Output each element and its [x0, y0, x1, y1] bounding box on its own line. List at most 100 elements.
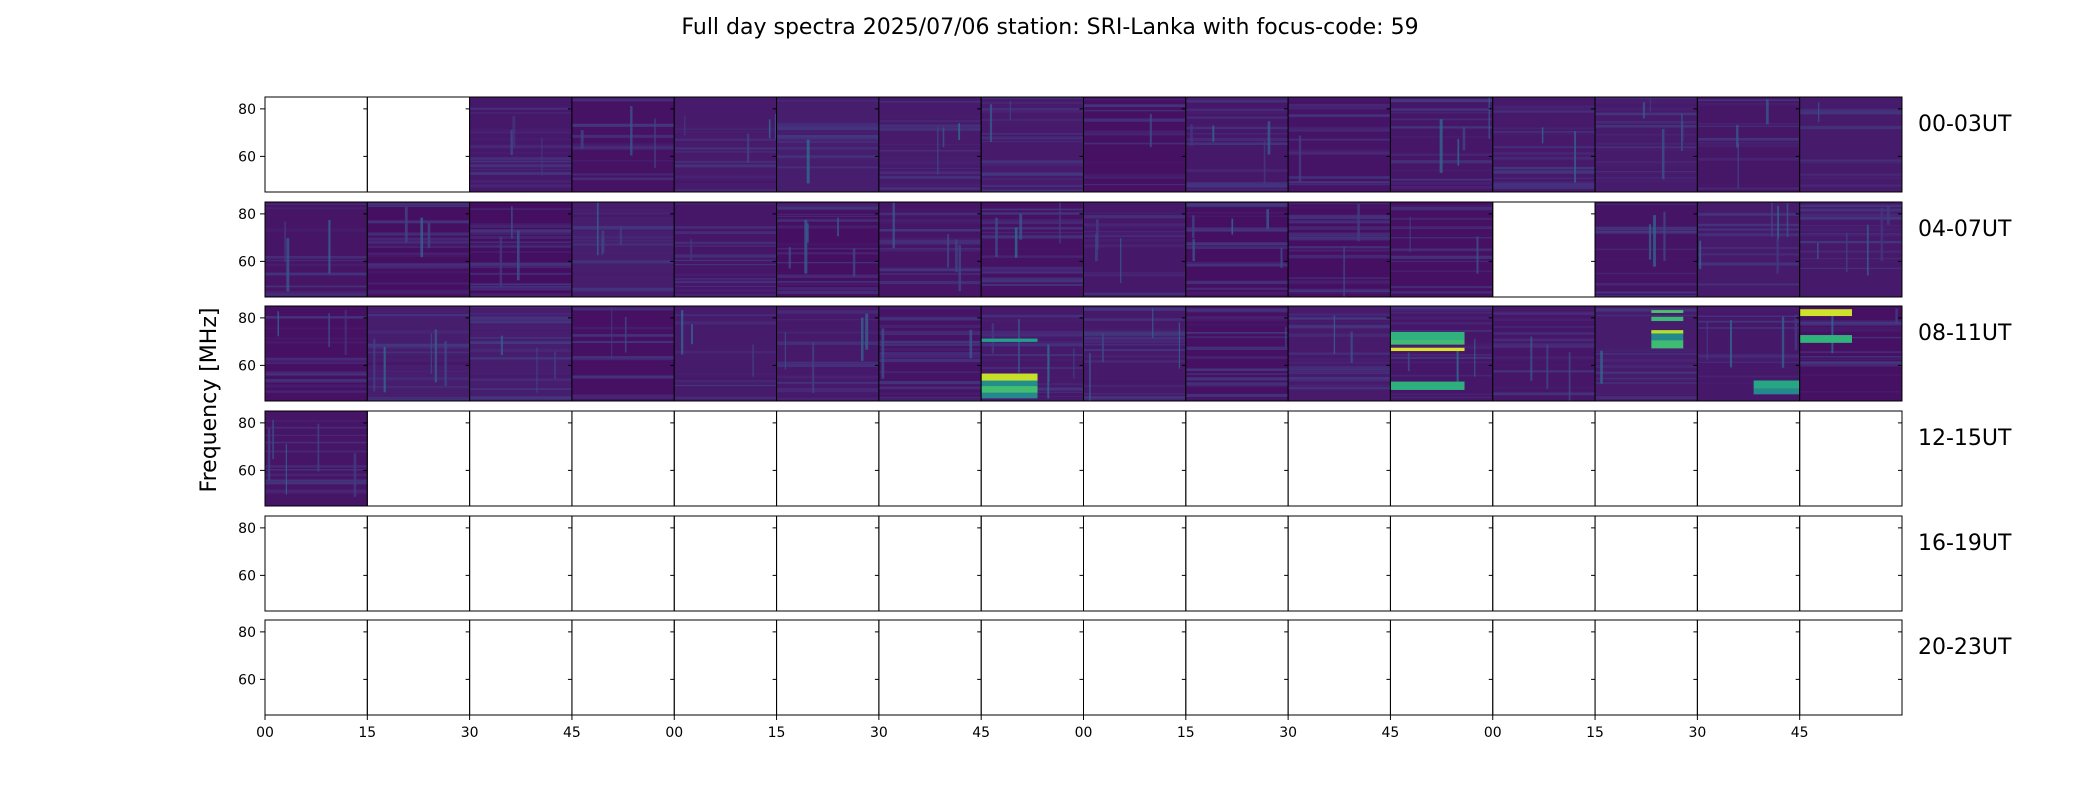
spectrum-panel	[1389, 619, 1494, 716]
spectrum-panel	[366, 410, 471, 507]
x-tick-label: 15	[768, 725, 786, 741]
row-20-23UT: 60 80 20-23UT	[238, 619, 2012, 716]
spectrum-panel	[673, 305, 778, 402]
spectrum-panel	[1185, 96, 1289, 193]
y-tick-label: 80	[238, 521, 256, 537]
spectrum-panel	[1389, 515, 1494, 612]
spectrum-panel	[1799, 515, 1903, 612]
row-16-19UT: 60 80 16-19UT	[238, 515, 2012, 612]
spectrum-panel	[1594, 305, 1698, 402]
row-12-15UT: 60 80 12-15UT	[238, 410, 2012, 507]
spectrum-panel	[776, 410, 880, 507]
spectrum-panel	[1594, 515, 1698, 612]
x-tick-label: 30	[1279, 725, 1297, 741]
spectrum-panel	[1594, 96, 1698, 193]
spectrum-panel	[673, 201, 778, 298]
spectrum-panel	[1083, 410, 1187, 507]
spectrum-panel	[776, 619, 880, 716]
spectrum-panel	[1492, 410, 1596, 507]
spectrum-panel	[1185, 410, 1289, 507]
x-tick-label: 15	[1586, 725, 1604, 741]
spectrum-panel	[673, 619, 778, 716]
spectrum-panel	[1799, 201, 1903, 298]
spectrum-panel	[878, 515, 982, 612]
spectrum-panel	[366, 201, 471, 298]
spectrum-panel	[878, 96, 982, 193]
spectrum-panel	[469, 619, 573, 716]
spectrum-panel	[1287, 515, 1391, 612]
x-tick-label: 45	[1791, 725, 1809, 741]
spectrum-panel	[571, 305, 675, 402]
spectrum-panel	[1287, 96, 1391, 193]
x-tick-label: 45	[1382, 725, 1400, 741]
spectrum-panel	[1799, 305, 1903, 402]
x-axis-ticks: 00 15 30 45 00 15 30 45 00 15 30 45 00 15 30 45	[256, 715, 1809, 741]
row-label: 16-19UT	[1918, 531, 2012, 556]
spectrum-panel	[366, 96, 471, 193]
row-label: 00-03UT	[1918, 112, 2012, 137]
row-08-11UT: 60 80 08-11UT	[238, 305, 2012, 402]
spectrum-panel	[878, 619, 982, 716]
y-axis-label: Frequency [MHz]	[197, 308, 222, 493]
row-04-07UT: 60 80 04-07UT	[238, 201, 2012, 298]
spectrum-panel	[1492, 619, 1596, 716]
spectrum-panel	[1799, 410, 1903, 507]
spectrum-panel	[469, 305, 573, 402]
row-00-03UT: 60 80 00-03UT	[238, 96, 2012, 193]
spectrum-panel	[1492, 305, 1596, 402]
x-tick-label: 45	[972, 725, 990, 741]
y-tick-label: 60	[238, 358, 256, 374]
x-tick-label: 45	[563, 725, 581, 741]
spectrum-panel	[264, 410, 368, 507]
spectrum-panel	[1287, 305, 1391, 402]
y-tick-label: 60	[238, 149, 256, 165]
spectrum-panel	[264, 515, 368, 612]
y-tick-label: 80	[238, 207, 256, 223]
spectrum-panel	[1083, 305, 1187, 402]
spectrum-panel	[673, 96, 778, 193]
spectrum-panel	[1389, 305, 1494, 402]
spectrum-panel	[1389, 410, 1494, 507]
row-label: 12-15UT	[1918, 426, 2012, 451]
spectrum-panel	[1492, 201, 1596, 298]
spectrum-panel	[1594, 201, 1698, 298]
spectrum-panel	[571, 201, 675, 298]
spectrum-panel	[1696, 96, 1801, 193]
spectrum-panel	[1389, 201, 1494, 298]
chart-title: Full day spectra 2025/07/06 station: SRI…	[681, 15, 1418, 40]
spectrum-panel	[776, 515, 880, 612]
row-label: 08-11UT	[1918, 321, 2012, 346]
spectrum-panel	[1083, 515, 1187, 612]
spectrum-panel	[776, 96, 880, 193]
spectrum-panel	[980, 410, 1084, 507]
spectrum-panel	[1185, 619, 1289, 716]
spectrum-panel	[264, 619, 368, 716]
spectrum-panel	[1083, 201, 1187, 298]
x-tick-label: 00	[1075, 725, 1093, 741]
spectrum-panel	[571, 515, 675, 612]
x-tick-label: 30	[1688, 725, 1706, 741]
spectrum-panel	[1696, 619, 1801, 716]
spectra-rows: 60 80 00-03UT 60 80 04-07UT 60 80 08-11UT 60 80 12-…	[238, 96, 2012, 716]
spectrum-panel	[366, 305, 471, 402]
spectrum-panel	[1696, 305, 1801, 402]
y-tick-label: 60	[238, 254, 256, 270]
spectrum-panel	[980, 515, 1084, 612]
spectrum-panel	[469, 515, 573, 612]
spectrum-panel	[1696, 515, 1801, 612]
spectrum-panel	[1083, 619, 1187, 716]
spectrum-panel	[1799, 96, 1903, 193]
x-tick-label: 30	[461, 725, 479, 741]
y-tick-label: 80	[238, 311, 256, 327]
x-tick-label: 00	[1484, 725, 1502, 741]
spectrum-panel	[1492, 515, 1596, 612]
spectrum-panel	[1389, 96, 1494, 193]
spectrum-panel	[1185, 515, 1289, 612]
spectrum-panel	[1287, 619, 1391, 716]
spectrum-panel	[366, 619, 471, 716]
x-tick-label: 00	[256, 725, 274, 741]
spectrum-panel	[264, 201, 368, 298]
spectrum-panel	[1594, 619, 1698, 716]
y-tick-label: 80	[238, 416, 256, 432]
